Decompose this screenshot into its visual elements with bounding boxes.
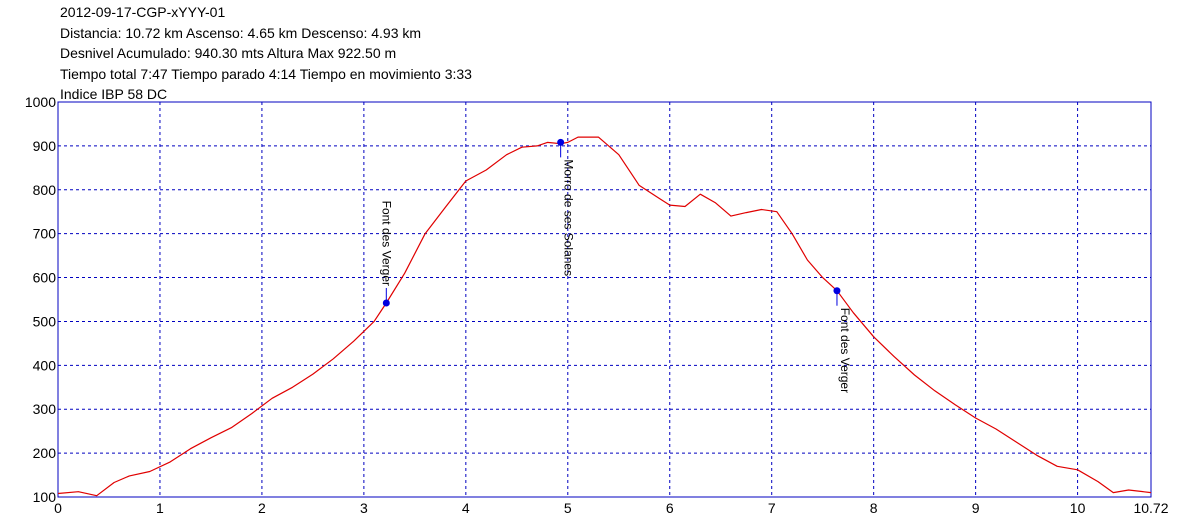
waypoint: Font des Verger (833, 287, 852, 393)
x-tick-label: 6 (666, 500, 674, 516)
waypoint-annotations: Font des Verger Morro de ses Solanes Font … (379, 138, 852, 393)
x-tick-label: 8 (870, 500, 878, 516)
y-tick-label: 200 (33, 445, 57, 461)
x-tick-label: 10 (1070, 500, 1086, 516)
waypoint: Font des Verger (379, 201, 393, 307)
x-tick-label: 5 (564, 500, 572, 516)
x-tick-label: 7 (768, 500, 776, 516)
track-name: 2012-09-17-CGP-xYYY-01 (60, 4, 226, 20)
grid (58, 102, 1151, 497)
y-tick-label: 900 (33, 138, 57, 154)
distance-summary: Distancia: 10.72 km Ascenso: 4.65 km Des… (60, 24, 422, 41)
x-tick-label: 0 (54, 500, 62, 516)
y-tick-label: 600 (33, 270, 57, 286)
axis-ticks: 0 1 2 3 4 5 6 7 8 9 10 10.72 100 200 300 400 500 600 700 80… (25, 94, 1169, 516)
elevation-summary: Desnivel Acumulado: 940.30 mts Altura Ma… (60, 45, 397, 61)
y-tick-label: 700 (33, 226, 57, 242)
waypoint-marker (833, 287, 841, 295)
waypoint-label: Font des Verger (379, 201, 393, 286)
y-tick-label: 1000 (25, 94, 56, 110)
track-summary: 2012-09-17-CGP-xYYY-01 Distancia: 10.72 … (60, 2, 472, 105)
x-tick-label: 4 (462, 500, 470, 516)
x-tick-label: 9 (972, 500, 980, 516)
y-tick-label: 300 (33, 401, 57, 417)
time-summary: Tiempo total 7:47 Tiempo parado 4:14 Tie… (60, 65, 472, 82)
y-tick-label: 500 (33, 313, 57, 329)
profile-series (57, 136, 1152, 497)
y-tick-label: 400 (33, 357, 57, 373)
waypoint-label: Font des Verger (838, 308, 852, 393)
x-tick-label: 2 (258, 500, 266, 516)
waypoint: Morro de ses Solanes (557, 138, 576, 276)
x-tick-label: 1 (156, 500, 164, 516)
x-tick-label: 3 (360, 500, 368, 516)
y-tick-label: 800 (33, 182, 57, 198)
waypoint-marker (382, 299, 390, 307)
y-tick-label: 100 (33, 489, 57, 505)
waypoint-marker (557, 138, 565, 146)
elevation-line (57, 136, 1152, 497)
waypoint-label: Morro de ses Solanes (562, 159, 576, 276)
plot-frame (57, 101, 1152, 498)
x-tick-label: 10.72 (1133, 500, 1168, 516)
ibp-index: Indice IBP 58 DC (60, 86, 168, 102)
